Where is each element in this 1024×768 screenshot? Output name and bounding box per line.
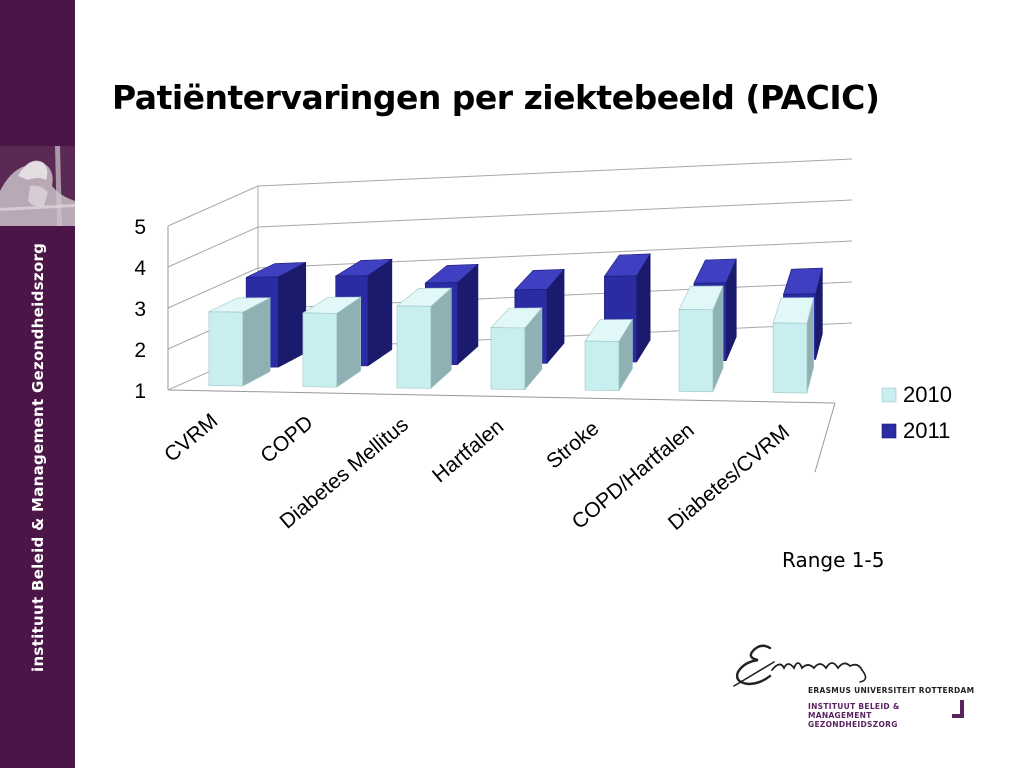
institute-name: INSTITUUT BELEID & MANAGEMENT GEZONDHEID… [808, 702, 900, 729]
x-category-label: CVRM [160, 409, 222, 466]
y-tick-label: 5 [134, 216, 146, 239]
range-note: Range 1-5 [782, 548, 885, 572]
bar-front [490, 327, 526, 390]
bar-side [278, 261, 307, 368]
sidebar: instituut Beleid & Management Gezondheid… [0, 0, 75, 768]
y-tick-label: 3 [134, 298, 146, 321]
bar-top [783, 267, 823, 295]
bar-2010-6 [772, 297, 815, 394]
legend-label-2011: 2011 [903, 418, 950, 443]
bar-2010-0 [208, 297, 271, 387]
erasmus-signature-logo-icon [733, 644, 867, 687]
bar-2010-1 [301, 296, 362, 388]
bar-top [772, 297, 815, 324]
y-tick-label: 4 [134, 257, 146, 280]
x-category-label: Hartfalen [428, 415, 508, 487]
bar-2010-4 [584, 318, 634, 392]
y-axis-ticks: 1 2 3 4 5 [134, 216, 146, 403]
floor-right-edge [814, 402, 836, 473]
bar-front [772, 322, 808, 394]
bar-side [367, 258, 393, 367]
bar-side [242, 297, 271, 387]
chart-bars [208, 252, 823, 394]
legend-swatch-2011 [881, 423, 897, 439]
chart-legend: 2010 2011 [881, 382, 952, 443]
bar-front [678, 309, 714, 393]
y-tick-label: 2 [134, 339, 146, 362]
x-category-label: Stroke [542, 417, 603, 474]
bar-front [396, 305, 432, 389]
bar-2010-3 [490, 307, 543, 391]
portrait-photo-icon [0, 146, 75, 226]
y-tick-label: 1 [134, 380, 146, 403]
university-name: ERASMUS UNIVERSITEIT ROTTERDAM [808, 686, 975, 695]
logo-corner-mark [952, 700, 964, 718]
bar-front [302, 312, 338, 388]
page-title: Patiëntervaringen per ziektebeeld (PACIC… [112, 78, 880, 117]
floor-front-edge [167, 389, 836, 404]
x-category-label: COPD [256, 411, 317, 468]
chart-walls [167, 158, 853, 473]
bar-2010-2 [396, 287, 453, 390]
legend-label-2010: 2010 [903, 382, 952, 407]
bar-front [208, 311, 244, 387]
bar-2010-5 [678, 285, 724, 393]
bar-front [584, 340, 620, 391]
legend-swatch-2010 [881, 387, 897, 403]
